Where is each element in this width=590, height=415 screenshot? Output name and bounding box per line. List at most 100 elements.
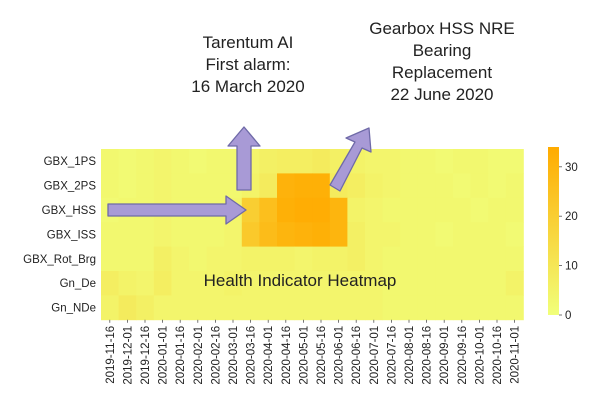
heatmap-cell bbox=[153, 271, 172, 296]
heatmap-cell bbox=[277, 295, 295, 321]
heatmap-cell bbox=[206, 246, 225, 272]
heatmap-cell bbox=[171, 271, 190, 296]
heatmap-cell bbox=[435, 222, 454, 247]
heatmap-cell bbox=[189, 173, 207, 199]
column-tick-label: 2020-07-16 bbox=[386, 326, 398, 385]
heatmap-cell bbox=[453, 295, 471, 321]
column-tick-label: 2020-11-01 bbox=[510, 326, 522, 384]
heatmap-cell bbox=[136, 271, 155, 296]
heatmap-cell bbox=[294, 295, 313, 321]
heatmap-cell bbox=[505, 197, 524, 223]
heatmap-cell bbox=[365, 173, 383, 199]
column-tick-label: 2020-10-01 bbox=[474, 326, 486, 385]
row-tick-label: Gn_De bbox=[60, 278, 96, 290]
column-tick-label: 2020-05-16 bbox=[316, 326, 328, 385]
heatmap-cell bbox=[153, 222, 172, 247]
heatmap-cell bbox=[171, 173, 190, 199]
heatmap-cell bbox=[400, 222, 419, 247]
heatmap-cell bbox=[259, 295, 278, 321]
heatmap-cell bbox=[101, 222, 119, 247]
column-tick-label: 2020-05-01 bbox=[298, 326, 310, 385]
heatmap-cell bbox=[417, 222, 436, 247]
heatmap-cell bbox=[241, 295, 260, 321]
heatmap-cell bbox=[277, 271, 295, 296]
heatmap-cell bbox=[382, 295, 401, 321]
heatmap-cell bbox=[241, 246, 260, 272]
heatmap-cell bbox=[382, 271, 401, 296]
heatmap-cell bbox=[206, 173, 225, 199]
annotation-first-alarm-line-1: Tarentum AI bbox=[202, 33, 294, 52]
heatmap-cell bbox=[153, 173, 172, 199]
heatmap-cell bbox=[453, 271, 471, 296]
heatmap-cell bbox=[453, 197, 471, 223]
heatmap-cell bbox=[171, 149, 190, 174]
heatmap-cell bbox=[206, 222, 225, 247]
heatmap-cell bbox=[435, 246, 454, 272]
heatmap-cell bbox=[259, 271, 278, 296]
heatmap-cell bbox=[294, 173, 313, 199]
horizontal-arrow bbox=[107, 195, 247, 225]
heatmap-cell bbox=[365, 271, 383, 296]
colorbar-tick-label: 30 bbox=[565, 162, 578, 174]
heatmap-cell bbox=[224, 222, 243, 247]
heatmap-cell bbox=[136, 173, 155, 199]
heatmap-cell bbox=[347, 197, 366, 223]
heatmap-cell bbox=[118, 173, 137, 199]
heatmap-cell bbox=[259, 197, 278, 223]
heatmap-cell bbox=[136, 222, 155, 247]
heatmap-cell bbox=[136, 246, 155, 272]
heatmap-cell bbox=[189, 246, 207, 272]
annotation-first-alarm-line-2: First alarm: bbox=[205, 55, 291, 74]
heatmap-cell bbox=[435, 197, 454, 223]
heatmap-cell bbox=[206, 295, 225, 321]
heatmap-cell bbox=[347, 222, 366, 247]
heatmap-cell bbox=[505, 295, 524, 321]
heatmap-cells bbox=[101, 149, 524, 321]
row-tick-label: GBX_HSS bbox=[42, 205, 97, 217]
heatmap-cell bbox=[101, 149, 119, 174]
heatmap-cell bbox=[171, 295, 190, 321]
heatmap-cell bbox=[224, 246, 243, 272]
heatmap-cell bbox=[488, 173, 507, 199]
heatmap-cell bbox=[453, 173, 471, 199]
heatmap-cell bbox=[365, 222, 383, 247]
annotation-bearing-replacement: Gearbox HSS NRE Bearing Replacement 22 J… bbox=[342, 18, 542, 106]
row-tick-label: Gn_NDe bbox=[51, 303, 96, 315]
heatmap-cell bbox=[453, 246, 471, 272]
heatmap-cell bbox=[347, 271, 366, 296]
row-tick-label: GBX_2PS bbox=[44, 181, 97, 193]
heatmap-cell bbox=[488, 246, 507, 272]
heatmap-cell bbox=[382, 197, 401, 223]
heatmap-cell bbox=[488, 197, 507, 223]
column-tick-label: 2020-01-16 bbox=[175, 326, 187, 385]
heatmap-cell bbox=[312, 149, 331, 174]
heatmap-cell bbox=[241, 271, 260, 296]
heatmap-cell bbox=[365, 149, 383, 174]
heatmap-cell bbox=[417, 271, 436, 296]
column-tick-label: 2020-08-01 bbox=[404, 326, 416, 385]
column-tick-label: 2019-12-16 bbox=[140, 326, 152, 385]
heatmap-cell bbox=[453, 149, 471, 174]
heatmap-cell bbox=[417, 246, 436, 272]
heatmap-cell bbox=[488, 295, 507, 321]
heatmap-cell bbox=[312, 271, 331, 296]
heatmap-cell bbox=[118, 149, 137, 174]
heatmap-cell bbox=[153, 246, 172, 272]
heatmap-cell bbox=[417, 197, 436, 223]
heatmap-cell bbox=[505, 149, 524, 174]
heatmap-cell bbox=[189, 222, 207, 247]
column-tick-label: 2019-12-01 bbox=[122, 326, 134, 385]
heatmap-cell bbox=[470, 222, 489, 247]
heatmap-cell bbox=[435, 173, 454, 199]
heatmap-cell bbox=[206, 149, 225, 174]
heatmap-cell bbox=[189, 149, 207, 174]
heatmap-cell bbox=[505, 246, 524, 272]
heatmap-cell bbox=[259, 246, 278, 272]
heatmap-cell bbox=[171, 222, 190, 247]
heatmap-cell bbox=[347, 173, 366, 199]
annotation-first-alarm-line-3: 16 March 2020 bbox=[191, 77, 305, 96]
heatmap-cell bbox=[365, 246, 383, 272]
heatmap-cell bbox=[294, 246, 313, 272]
colorbar-tick-label: 20 bbox=[565, 211, 578, 223]
heatmap-cell bbox=[259, 222, 278, 247]
